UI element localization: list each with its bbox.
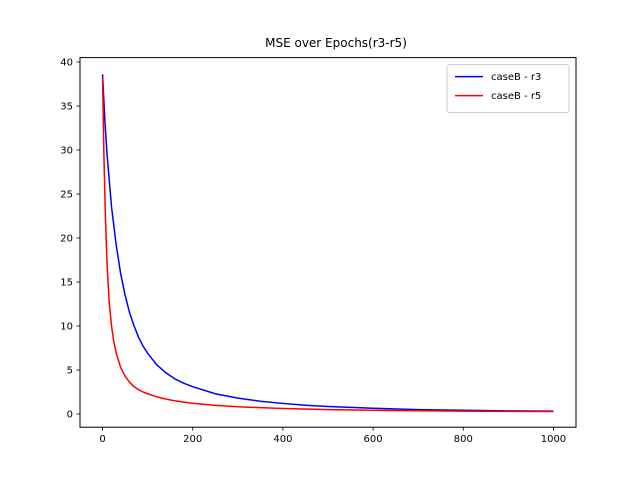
plot-frame	[79, 57, 577, 428]
series-line-2	[101, 76, 554, 413]
plot-lines	[101, 74, 554, 413]
y-tick-label: 15	[60, 278, 73, 289]
y-tick-label: 35	[60, 102, 73, 113]
legend: caseB - r3 caseB - r5	[446, 64, 570, 114]
x-axis: 0 200 400 600 800 1000	[99, 427, 566, 445]
x-tick-label: 800	[454, 434, 473, 445]
y-tick-label: 30	[60, 146, 73, 157]
y-tick-label: 20	[60, 234, 73, 245]
y-axis: 0 5 10 15 20 25 30 35 40	[60, 58, 80, 421]
y-tick-label: 0	[67, 410, 73, 421]
x-tick-label: 400	[273, 434, 292, 445]
y-tick-label: 25	[60, 190, 73, 201]
legend-label-1: caseB - r3	[491, 72, 541, 83]
y-tick-label: 10	[60, 322, 73, 333]
y-tick-label: 40	[60, 58, 73, 69]
x-tick-label: 600	[364, 434, 383, 445]
x-tick-label: 0	[99, 434, 105, 445]
series-line-1	[101, 74, 554, 412]
y-tick-label: 5	[67, 366, 73, 377]
x-tick-label: 200	[183, 434, 202, 445]
chart-title: MSE over Epochs(r3-r5)	[265, 36, 407, 50]
legend-label-2: caseB - r5	[491, 91, 541, 102]
x-tick-label: 1000	[541, 434, 566, 445]
